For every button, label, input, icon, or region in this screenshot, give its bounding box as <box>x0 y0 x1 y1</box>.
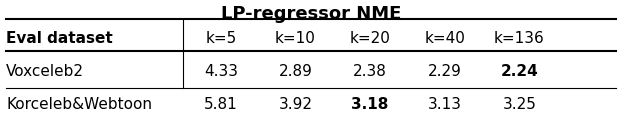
Text: k=5: k=5 <box>205 30 236 45</box>
Text: 3.92: 3.92 <box>279 96 312 111</box>
Text: 2.89: 2.89 <box>279 64 312 79</box>
Text: 2.24: 2.24 <box>501 64 538 79</box>
Text: LP-regressor NME: LP-regressor NME <box>221 5 401 22</box>
Text: k=10: k=10 <box>275 30 316 45</box>
Text: Voxceleb2: Voxceleb2 <box>6 64 84 79</box>
Text: Eval dataset: Eval dataset <box>6 30 113 45</box>
Text: 5.81: 5.81 <box>204 96 238 111</box>
Text: k=40: k=40 <box>424 30 465 45</box>
Text: 2.29: 2.29 <box>428 64 462 79</box>
Text: 2.38: 2.38 <box>353 64 387 79</box>
Text: 3.13: 3.13 <box>428 96 462 111</box>
Text: 3.18: 3.18 <box>351 96 389 111</box>
Text: 3.25: 3.25 <box>503 96 536 111</box>
Text: k=20: k=20 <box>350 30 391 45</box>
Text: 4.33: 4.33 <box>204 64 238 79</box>
Text: Korceleb&Webtoon: Korceleb&Webtoon <box>6 96 152 111</box>
Text: k=136: k=136 <box>494 30 545 45</box>
